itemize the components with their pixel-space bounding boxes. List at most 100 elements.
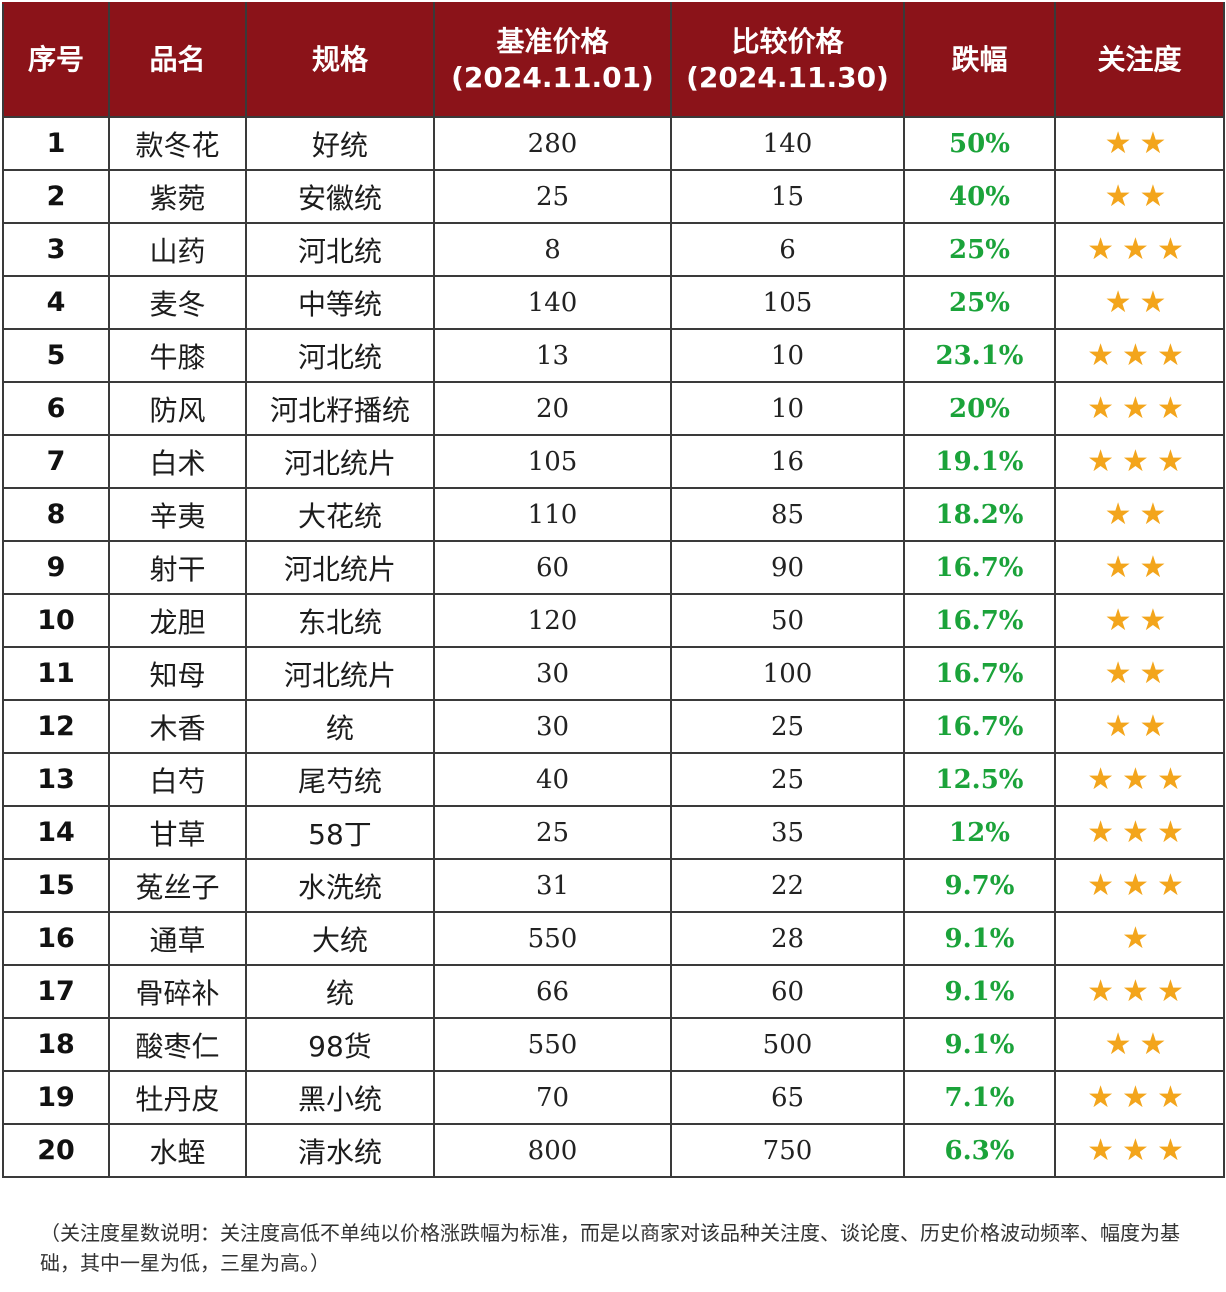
- row-index: 10: [2, 593, 110, 648]
- table-row: 18 酸枣仁 98货 550 500 9.1% ★★: [2, 1017, 1225, 1072]
- star-icon: ★: [1122, 444, 1157, 479]
- star-icon: ★: [1139, 179, 1175, 214]
- drop-percent: 16.7%: [903, 540, 1056, 595]
- herb-spec: 河北统片: [245, 540, 435, 595]
- star-icon: ★: [1139, 1027, 1175, 1062]
- compare-price: 10: [670, 328, 905, 383]
- star-icon: ★: [1156, 815, 1192, 850]
- compare-price: 140: [670, 116, 905, 171]
- herb-name: 牡丹皮: [108, 1070, 247, 1125]
- attention-stars: ★★: [1054, 646, 1225, 701]
- base-price: 13: [433, 328, 672, 383]
- star-icon: ★: [1156, 762, 1192, 797]
- herb-spec: 河北统: [245, 328, 435, 383]
- star-icon: ★: [1104, 709, 1140, 744]
- herb-spec: 大花统: [245, 487, 435, 542]
- base-price: 20: [433, 381, 672, 436]
- compare-price: 85: [670, 487, 905, 542]
- compare-price: 25: [670, 752, 905, 807]
- base-price: 30: [433, 646, 672, 701]
- row-index: 17: [2, 964, 110, 1019]
- compare-price: 500: [670, 1017, 905, 1072]
- star-icon: ★: [1087, 232, 1123, 267]
- table-row: 12 木香统 30 25 16.7% ★★: [2, 699, 1225, 754]
- base-price: 120: [433, 593, 672, 648]
- herb-spec: 中等统: [245, 275, 435, 330]
- attention-stars: ★★: [1054, 699, 1225, 754]
- compare-price: 50: [670, 593, 905, 648]
- row-index: 1: [2, 116, 110, 171]
- drop-percent: 7.1%: [903, 1070, 1056, 1125]
- drop-percent: 12.5%: [903, 752, 1056, 807]
- base-price: 105: [433, 434, 672, 489]
- star-icon: ★: [1156, 974, 1192, 1009]
- star-icon: ★: [1156, 391, 1192, 426]
- row-index: 9: [2, 540, 110, 595]
- herb-name: 龙胆: [108, 593, 247, 648]
- attention-stars: ★★★: [1054, 381, 1225, 436]
- star-icon: ★: [1122, 868, 1157, 903]
- star-icon: ★: [1156, 868, 1192, 903]
- attention-stars: ★★: [1054, 593, 1225, 648]
- herb-name: 牛膝: [108, 328, 247, 383]
- compare-price: 60: [670, 964, 905, 1019]
- compare-price: 35: [670, 805, 905, 860]
- herb-name: 麦冬: [108, 275, 247, 330]
- herb-name: 骨碎补: [108, 964, 247, 1019]
- drop-percent: 25%: [903, 222, 1056, 277]
- star-icon: ★: [1087, 1133, 1123, 1168]
- herb-name: 木香: [108, 699, 247, 754]
- herb-spec: 98货: [245, 1017, 435, 1072]
- table-row: 8 辛夷 大花统 110 85 18.2% ★★: [2, 487, 1225, 542]
- herb-name: 辛夷: [108, 487, 247, 542]
- row-index: 11: [2, 646, 110, 701]
- attention-stars: ★★: [1054, 116, 1225, 171]
- herb-name: 通草: [108, 911, 247, 966]
- star-icon: ★: [1139, 656, 1175, 691]
- table-row: 6 防风 河北籽播统 20 10 20% ★★★: [2, 381, 1225, 436]
- herb-name: 菟丝子: [108, 858, 247, 913]
- row-index: 4: [2, 275, 110, 330]
- base-price: 70: [433, 1070, 672, 1125]
- table-row: 20 水蛭 清水统 800 750 6.3% ★★★: [2, 1123, 1225, 1178]
- table-row: 17 骨碎补统 66 60 9.1% ★★★: [2, 964, 1225, 1019]
- drop-percent: 9.1%: [903, 911, 1056, 966]
- base-price: 60: [433, 540, 672, 595]
- attention-stars: ★★: [1054, 540, 1225, 595]
- header-compare-price: 比较价格 (2024.11.30): [670, 2, 905, 118]
- drop-percent: 9.1%: [903, 1017, 1056, 1072]
- herb-name: 白术: [108, 434, 247, 489]
- row-index: 12: [2, 699, 110, 754]
- base-price: 550: [433, 911, 672, 966]
- star-icon: ★: [1087, 762, 1123, 797]
- star-icon: ★: [1122, 1080, 1157, 1115]
- star-icon: ★: [1104, 126, 1140, 161]
- herb-spec: 好统: [245, 116, 435, 171]
- base-price: 140: [433, 275, 672, 330]
- compare-price: 90: [670, 540, 905, 595]
- star-icon: ★: [1139, 285, 1175, 320]
- compare-price: 6: [670, 222, 905, 277]
- base-price: 31: [433, 858, 672, 913]
- star-icon: ★: [1087, 974, 1123, 1009]
- price-drop-table: 序号 品名 规格 基准价格 (2024.11.01) 比较价格 (2024.11.3…: [2, 2, 1225, 1178]
- compare-price: 16: [670, 434, 905, 489]
- drop-percent: 40%: [903, 169, 1056, 224]
- row-index: 15: [2, 858, 110, 913]
- table-row: 11 知母 河北统片 30 100 16.7% ★★: [2, 646, 1225, 701]
- table-row: 4 麦冬 中等统 140 105 25% ★★: [2, 275, 1225, 330]
- attention-stars: ★★: [1054, 275, 1225, 330]
- row-index: 18: [2, 1017, 110, 1072]
- attention-note: （关注度星数说明：关注度高低不单纯以价格涨跌幅为标准，而是以商家对该品种关注度、…: [40, 1221, 1180, 1275]
- base-price: 25: [433, 805, 672, 860]
- star-icon: ★: [1104, 285, 1140, 320]
- attention-stars: ★: [1054, 911, 1225, 966]
- star-icon: ★: [1156, 1080, 1192, 1115]
- herb-name: 紫菀: [108, 169, 247, 224]
- herb-spec: 尾芍统: [245, 752, 435, 807]
- star-icon: ★: [1104, 603, 1140, 638]
- drop-percent: 23.1%: [903, 328, 1056, 383]
- herb-spec: 东北统: [245, 593, 435, 648]
- header-drop: 跌幅: [903, 2, 1056, 118]
- attention-stars: ★★★: [1054, 805, 1225, 860]
